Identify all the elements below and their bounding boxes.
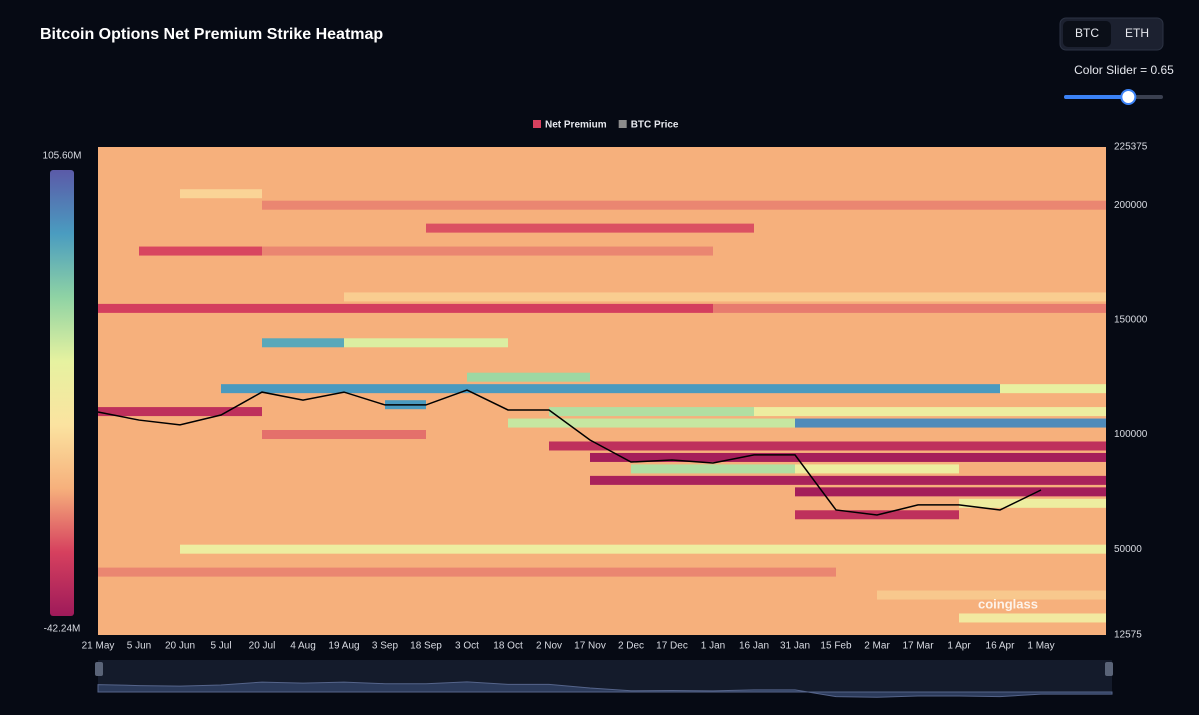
page-title: Bitcoin Options Net Premium Strike Heatm…	[40, 26, 383, 43]
toggle-button[interactable]: BTC	[1075, 26, 1099, 40]
y-tick-label: 12575	[1114, 630, 1142, 641]
x-tick-label: 20 Jul	[249, 641, 276, 652]
x-tick-label: 5 Jul	[210, 641, 231, 652]
heatmap-band	[508, 418, 795, 428]
heatmap-band	[262, 430, 426, 440]
heatmap-band	[795, 487, 1106, 497]
slider-fill	[1064, 95, 1129, 99]
legend-swatch	[618, 120, 627, 128]
x-tick-label: 3 Sep	[372, 641, 399, 652]
x-tick-label: 1 May	[1027, 641, 1054, 652]
slider-label: Color Slider = 0.65	[1074, 63, 1174, 77]
y-tick-label: 150000	[1114, 314, 1148, 325]
x-tick-label: 18 Sep	[410, 641, 442, 652]
heatmap-band	[180, 544, 1106, 554]
heatmap-band	[262, 338, 344, 348]
x-tick-label: 31 Jan	[780, 641, 810, 652]
heatmap-band	[344, 292, 1106, 302]
colorbar-label: -42.24M	[44, 624, 81, 635]
heatmap-band	[262, 200, 1106, 210]
heatmap-band	[262, 246, 713, 256]
legend-swatch	[533, 120, 541, 128]
heatmap-band	[713, 303, 1106, 313]
y-tick-label: 50000	[1114, 544, 1142, 555]
toggle-active-bg	[1063, 21, 1111, 47]
x-tick-label: 19 Aug	[328, 641, 359, 652]
slider-knob[interactable]	[1120, 89, 1137, 105]
price-line	[97, 389, 1042, 516]
y-tick-label: 225375	[1114, 142, 1148, 153]
heatmap-band	[795, 418, 1106, 428]
x-tick-label: 1 Jan	[701, 641, 725, 652]
colorbar	[50, 170, 74, 616]
x-tick-label: 3 Oct	[455, 641, 479, 652]
heatmap-band	[549, 441, 1106, 451]
y-tick-label: 100000	[1114, 429, 1148, 440]
x-tick-label: 16 Apr	[986, 641, 1016, 652]
heatmap-band	[754, 407, 1106, 417]
navigator-handle[interactable]	[1105, 662, 1113, 676]
x-tick-label: 2 Dec	[618, 641, 644, 652]
legend-label: Net Premium	[545, 120, 607, 131]
heatmap-band	[467, 372, 590, 382]
navigator-area	[97, 681, 1113, 698]
heatmap-band	[549, 407, 754, 417]
watermark: coinglass	[978, 596, 1038, 611]
legend-label: BTC Price	[631, 120, 679, 131]
heatmap-band	[959, 498, 1106, 508]
x-tick-label: 15 Feb	[820, 641, 852, 652]
colorbar-label: 105.60M	[43, 151, 82, 162]
x-tick-label: 4 Aug	[290, 641, 316, 652]
x-tick-label: 21 May	[82, 641, 115, 652]
x-tick-label: 1 Apr	[947, 641, 971, 652]
x-tick-label: 17 Dec	[656, 641, 688, 652]
heatmap-band	[139, 246, 262, 256]
heatmap-band	[590, 452, 1106, 462]
heatmap-band	[344, 338, 508, 348]
x-tick-label: 2 Mar	[864, 641, 890, 652]
x-tick-label: 18 Oct	[493, 641, 523, 652]
x-tick-label: 5 Jun	[127, 641, 151, 652]
heatmap-band	[590, 475, 1106, 485]
heatmap-band	[98, 407, 262, 417]
x-tick-label: 16 Jan	[739, 641, 769, 652]
heatmap-band	[1000, 384, 1106, 394]
heatmap-band	[426, 223, 754, 233]
heatmap-band	[221, 384, 1000, 394]
heatmap-band	[877, 590, 1106, 600]
heatmap-band	[98, 567, 836, 577]
x-tick-label: 2 Nov	[536, 641, 562, 652]
toggle-button[interactable]: ETH	[1125, 26, 1149, 40]
heatmap-band	[959, 613, 1106, 623]
heatmap-band	[795, 464, 959, 474]
heatmap-band	[98, 303, 713, 313]
x-tick-label: 17 Mar	[902, 641, 934, 652]
navigator-handle[interactable]	[95, 662, 103, 676]
y-tick-label: 200000	[1114, 200, 1148, 211]
heatmap-band	[631, 464, 795, 474]
heatmap-band	[180, 189, 262, 199]
x-tick-label: 17 Nov	[574, 641, 606, 652]
x-tick-label: 20 Jun	[165, 641, 195, 652]
